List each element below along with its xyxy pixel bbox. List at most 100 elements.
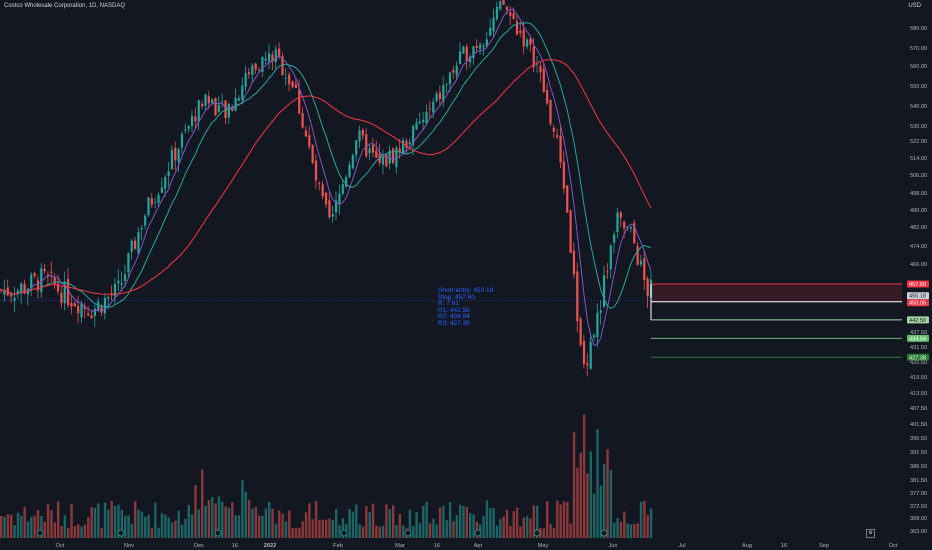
volume-bar xyxy=(311,519,314,538)
candle-body xyxy=(194,116,197,122)
volume-bar xyxy=(77,524,80,538)
volume-bar xyxy=(482,515,485,538)
candle-body xyxy=(33,273,36,277)
volume-bar xyxy=(458,504,462,538)
candle-body xyxy=(381,156,385,165)
candle-body xyxy=(36,280,40,291)
volume-bar xyxy=(73,526,77,538)
candle-body xyxy=(3,290,6,295)
candle-body xyxy=(472,46,475,59)
volume-bar xyxy=(144,516,147,538)
candle-body xyxy=(348,164,351,177)
candle-body xyxy=(398,148,401,153)
event-marker-icon xyxy=(117,529,125,537)
volume-bar xyxy=(117,504,120,538)
volume-bar xyxy=(244,491,247,538)
short-entry-text: Short entry: 450.18 xyxy=(438,287,494,294)
volume-bar xyxy=(147,514,150,538)
volume-bar xyxy=(522,517,525,538)
candle-body xyxy=(452,70,455,73)
candle-body xyxy=(609,245,612,270)
candle-body xyxy=(73,303,76,307)
price-badge xyxy=(907,299,929,307)
candle-body xyxy=(643,258,646,281)
volume-bar xyxy=(462,505,465,538)
candle-body xyxy=(341,184,344,195)
candle-body xyxy=(244,73,247,87)
time-tick-label: Sep xyxy=(819,543,829,549)
volume-bar xyxy=(227,507,231,538)
price-tick-label: 530.00 xyxy=(910,124,927,130)
volume-bar xyxy=(499,519,502,538)
time-tick-label: May xyxy=(538,543,549,549)
volume-bar xyxy=(626,523,629,538)
candle-body xyxy=(207,96,210,104)
chart-title: Costco Wholesale Corporation, 1D, NASDAQ xyxy=(4,3,126,9)
volume-bar xyxy=(529,518,532,538)
volume-bar xyxy=(237,515,241,538)
time-axis[interactable]: Oct Nov Dec 16 2022 Feb Mar 16 Apr May Jun Jul Aug 16… xyxy=(56,543,898,549)
candle-body xyxy=(361,130,364,136)
volume-bar xyxy=(291,528,294,538)
candle-body xyxy=(562,161,565,189)
volume-bar xyxy=(221,501,224,538)
volume-bar xyxy=(469,512,472,538)
volume-bar xyxy=(10,514,13,538)
r1-text: R1: 442.56 xyxy=(438,306,470,314)
candle-body xyxy=(499,1,502,10)
candle-body xyxy=(70,302,73,307)
volume-bar xyxy=(375,525,378,538)
candle-body xyxy=(308,135,311,147)
candle-body xyxy=(100,305,103,313)
candle-body xyxy=(177,149,180,162)
price-axis[interactable]: 580.00 570.00 560.00 550.00 540.00 530.00 522.… xyxy=(907,26,929,535)
volume-bar xyxy=(335,508,338,538)
candle-body xyxy=(445,84,448,86)
volume-bar xyxy=(314,500,318,538)
volume-bar xyxy=(432,518,435,538)
price-tick-label: 580.00 xyxy=(910,26,927,32)
candle-body xyxy=(519,30,522,34)
volume-bar xyxy=(569,523,572,538)
candle-body xyxy=(582,340,586,365)
candle-body xyxy=(415,122,418,130)
candle-body xyxy=(633,222,636,243)
price-tick-label: 550.00 xyxy=(910,84,927,90)
volume-bar xyxy=(211,497,214,538)
volume-bar xyxy=(247,499,251,538)
price-badge-label: 442.56 xyxy=(909,318,926,324)
candle-body xyxy=(123,274,127,281)
candle-body xyxy=(358,130,361,142)
candle-body xyxy=(549,100,552,124)
candle-body xyxy=(10,293,13,297)
candle-body xyxy=(214,98,217,116)
volume-bar xyxy=(154,502,157,538)
volume-bar xyxy=(107,509,110,538)
candle-body xyxy=(629,226,632,229)
candle-body xyxy=(180,133,184,148)
candle-body xyxy=(318,183,321,184)
volume-bar xyxy=(606,449,609,538)
volume-bar xyxy=(442,505,445,538)
gear-icon[interactable]: ⚙ xyxy=(866,529,875,538)
candle-body xyxy=(77,306,80,314)
candle-body xyxy=(636,245,639,265)
candle-body xyxy=(154,202,157,204)
time-tick-label: 16 xyxy=(232,543,238,549)
volume-bar xyxy=(452,521,455,538)
price-tick-label: 401.50 xyxy=(910,422,927,428)
candle-body xyxy=(167,171,170,176)
volume-bar xyxy=(619,521,623,538)
candle-body xyxy=(40,268,43,293)
volume-bar xyxy=(100,527,103,538)
volume-bar xyxy=(388,509,391,538)
candle-body xyxy=(268,53,271,62)
candle-body xyxy=(324,192,328,205)
price-badge xyxy=(907,280,929,288)
candle-body xyxy=(465,46,468,61)
volume-bar xyxy=(331,520,335,538)
candle-body xyxy=(422,119,425,123)
price-tick-label: 474.00 xyxy=(910,244,927,250)
volume-bar xyxy=(40,515,43,538)
